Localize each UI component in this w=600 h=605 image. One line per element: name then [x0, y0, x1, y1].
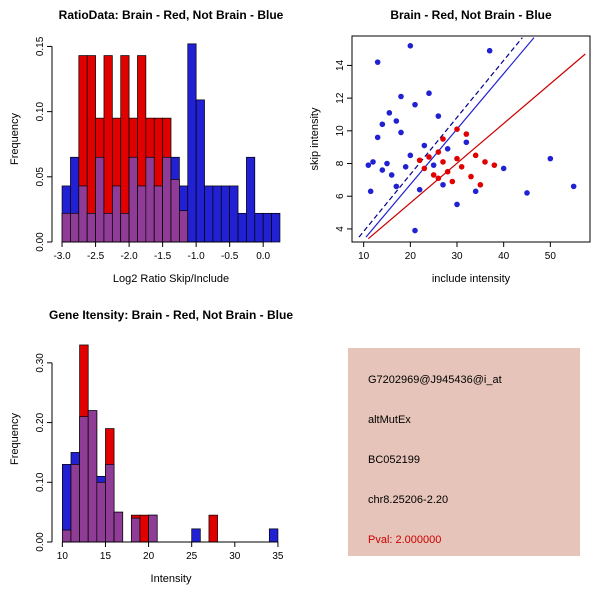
svg-text:Intensity: Intensity: [151, 573, 192, 585]
svg-text:include intensity: include intensity: [432, 273, 511, 285]
gene-histogram-panel: 10 15 20 25 30 35 0.00 0.10 0.20 0.30 Intensity Fre…: [0, 300, 300, 600]
accession-text: BC052199: [368, 454, 420, 466]
ratio-histogram-chart: -3.0 -2.5 -2.0 -1.5 -1.0 -0.5 0.0 0.00 0.05 0.10 0…: [9, 8, 284, 285]
svg-text:20: 20: [143, 551, 155, 562]
svg-text:14: 14: [335, 59, 346, 71]
svg-text:0.00: 0.00: [35, 232, 46, 252]
event-type-text: altMutEx: [368, 414, 411, 426]
svg-text:-1.5: -1.5: [154, 251, 172, 262]
svg-text:20: 20: [405, 251, 417, 262]
svg-text:RatioData: Brain - Red, Not Br: RatioData: Brain - Red, Not Brain - Blue: [59, 8, 284, 22]
svg-text:0.30: 0.30: [35, 353, 46, 373]
svg-text:15: 15: [100, 551, 112, 562]
svg-text:0.20: 0.20: [35, 412, 46, 432]
svg-text:0.10: 0.10: [35, 472, 46, 492]
pval-text: Pval: 2.000000: [368, 534, 442, 546]
svg-text:0.05: 0.05: [35, 167, 46, 187]
svg-text:30: 30: [229, 551, 241, 562]
svg-text:50: 50: [545, 251, 557, 262]
svg-text:0.15: 0.15: [35, 36, 46, 56]
svg-text:10: 10: [57, 551, 69, 562]
svg-text:10: 10: [358, 251, 370, 262]
svg-text:Log2 Ratio Skip/Include: Log2 Ratio Skip/Include: [113, 273, 229, 285]
svg-text:10: 10: [335, 125, 346, 137]
svg-text:Frequency: Frequency: [9, 113, 21, 165]
svg-text:Brain - Red, Not Brain - Blue: Brain - Red, Not Brain - Blue: [390, 8, 552, 22]
svg-text:35: 35: [272, 551, 284, 562]
svg-text:0.00: 0.00: [35, 532, 46, 552]
svg-text:40: 40: [498, 251, 510, 262]
svg-text:-0.5: -0.5: [221, 251, 239, 262]
svg-text:-3.0: -3.0: [53, 251, 71, 262]
svg-text:-1.0: -1.0: [188, 251, 206, 262]
scatter-panel: 10 20 30 40 50 4 6 8 10 12 14 include intensity skip…: [300, 0, 600, 300]
gene-histogram-chart: 10 15 20 25 30 35 0.00 0.10 0.20 0.30 Intensity Fre…: [9, 308, 293, 585]
scatter-chart: 10 20 30 40 50 4 6 8 10 12 14 include intensity skip…: [309, 8, 591, 285]
svg-text:12: 12: [335, 92, 346, 104]
svg-text:4: 4: [335, 226, 346, 232]
svg-text:8: 8: [335, 160, 346, 166]
svg-text:0.10: 0.10: [35, 101, 46, 121]
svg-text:-2.0: -2.0: [120, 251, 138, 262]
info-box: G7202969@J945436@i_at altMutEx BC052199 …: [348, 348, 580, 556]
svg-text:Gene Itensity: Brain - Red, No: Gene Itensity: Brain - Red, Not Brain - …: [49, 308, 293, 322]
svg-text:6: 6: [335, 193, 346, 199]
svg-text:skip intensity: skip intensity: [309, 107, 321, 170]
svg-text:-2.5: -2.5: [87, 251, 105, 262]
svg-text:25: 25: [186, 551, 198, 562]
ratio-histogram-panel: -3.0 -2.5 -2.0 -1.5 -1.0 -0.5 0.0 0.00 0.05 0.10 0…: [0, 0, 300, 300]
svg-text:0.0: 0.0: [256, 251, 270, 262]
svg-text:30: 30: [451, 251, 463, 262]
probe-id-text: G7202969@J945436@i_at: [368, 374, 502, 386]
svg-text:Frequency: Frequency: [9, 413, 21, 465]
location-text: chr8.25206-2.20: [368, 494, 449, 506]
info-panel: G7202969@J945436@i_at altMutEx BC052199 …: [300, 300, 600, 600]
